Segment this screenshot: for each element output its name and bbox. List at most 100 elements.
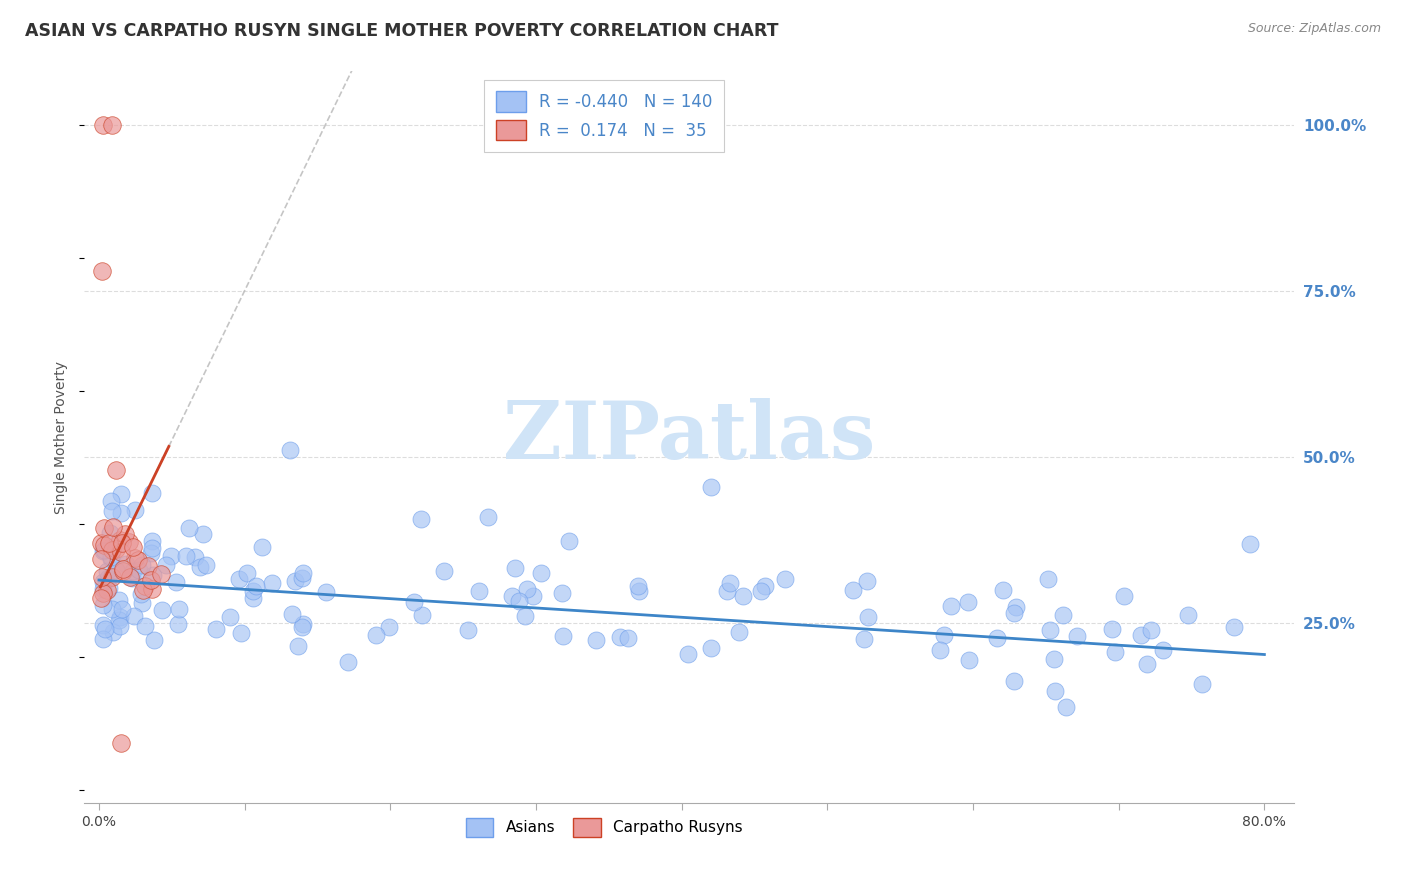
Point [174, 549, 197, 563]
Point [700, 640, 723, 655]
Point [108, 613, 131, 627]
Point [287, 640, 309, 654]
Point [522, 589, 544, 603]
Point [278, 442, 301, 457]
Point [1140, 623, 1163, 637]
Point [477, 509, 499, 524]
Point [101, 118, 124, 132]
Point [91, 574, 114, 589]
Point [121, 564, 143, 578]
Point [1038, 572, 1060, 586]
Point [205, 622, 228, 636]
Point [111, 536, 134, 550]
Point [100, 493, 122, 508]
Point [727, 625, 749, 640]
Point [169, 601, 191, 615]
Point [142, 567, 165, 582]
Text: ASIAN VS CARPATHO RUSYN SINGLE MOTHER POVERTY CORRELATION CHART: ASIAN VS CARPATHO RUSYN SINGLE MOTHER PO… [25, 22, 779, 40]
Point [1136, 657, 1159, 671]
Point [617, 631, 640, 645]
Point [1066, 630, 1088, 644]
Point [93, 543, 115, 558]
Point [108, 533, 131, 548]
Point [105, 542, 128, 557]
Point [94, 622, 117, 636]
Point [114, 557, 136, 571]
Point [141, 541, 163, 555]
Point [1039, 623, 1062, 637]
Point [159, 549, 181, 564]
Point [991, 582, 1014, 597]
Point [110, 736, 132, 750]
Point [100, 552, 122, 566]
Point [754, 579, 776, 593]
Point [91, 618, 114, 632]
Point [141, 534, 163, 549]
Point [114, 526, 136, 541]
Point [939, 599, 962, 614]
Point [378, 620, 401, 634]
Point [141, 486, 163, 500]
Point [96, 564, 118, 578]
Point [112, 564, 135, 578]
Point [242, 584, 264, 599]
Point [467, 583, 489, 598]
Point [100, 570, 122, 584]
Point [1004, 606, 1026, 620]
Point [124, 503, 146, 517]
Point [155, 558, 177, 572]
Point [110, 545, 132, 559]
Legend: Asians, Carpatho Rusyns: Asians, Carpatho Rusyns [460, 812, 749, 843]
Point [91, 118, 114, 132]
Point [93, 538, 115, 552]
Point [136, 559, 159, 574]
Point [139, 574, 162, 588]
Point [718, 576, 741, 591]
Point [457, 623, 479, 637]
Point [90, 264, 112, 278]
Point [98, 525, 121, 540]
Point [219, 610, 242, 624]
Point [184, 549, 207, 564]
Point [129, 587, 152, 601]
Point [108, 619, 131, 633]
Point [585, 632, 607, 647]
Point [150, 567, 173, 582]
Point [141, 582, 163, 596]
Point [134, 579, 156, 593]
Point [700, 480, 723, 494]
Point [842, 582, 865, 597]
Point [508, 594, 530, 608]
Point [1004, 600, 1026, 615]
Point [1104, 645, 1126, 659]
Point [433, 564, 456, 578]
Point [1222, 620, 1244, 634]
Point [118, 534, 141, 549]
Point [91, 544, 114, 558]
Point [101, 602, 124, 616]
Point [530, 566, 553, 580]
Point [141, 546, 163, 560]
Point [501, 590, 523, 604]
Point [1130, 628, 1153, 642]
Point [124, 608, 146, 623]
Point [91, 632, 114, 646]
Point [97, 581, 120, 595]
Point [1239, 536, 1261, 550]
Point [90, 536, 112, 550]
Point [91, 598, 114, 612]
Text: Source: ZipAtlas.com: Source: ZipAtlas.com [1247, 22, 1381, 36]
Point [93, 520, 115, 534]
Point [291, 566, 314, 580]
Point [245, 579, 267, 593]
Point [108, 610, 131, 624]
Point [516, 582, 538, 597]
Point [731, 590, 754, 604]
Point [928, 643, 950, 657]
Point [513, 608, 536, 623]
Point [143, 632, 166, 647]
Y-axis label: Single Mother Poverty: Single Mother Poverty [55, 360, 69, 514]
Point [150, 602, 173, 616]
Point [773, 572, 796, 586]
Point [124, 551, 146, 566]
